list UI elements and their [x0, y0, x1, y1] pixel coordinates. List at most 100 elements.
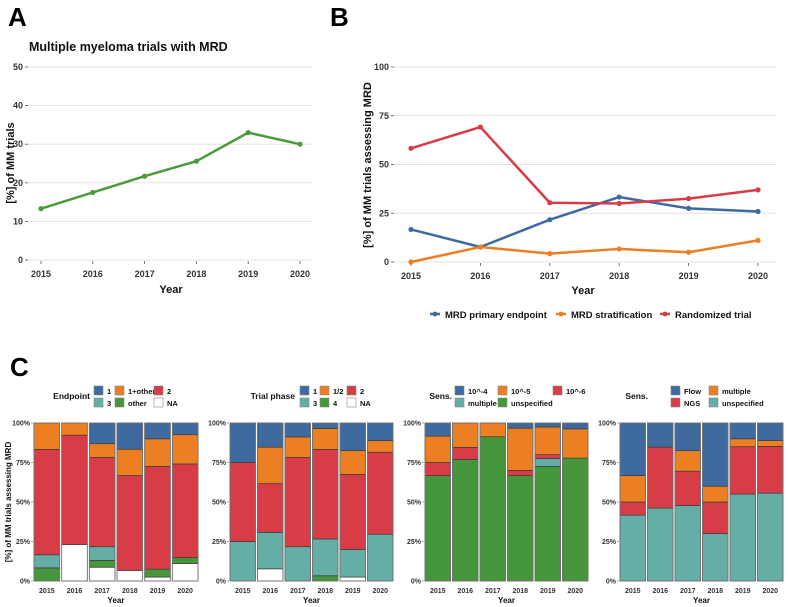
bar-segment: [534, 466, 561, 582]
bar-segment: [424, 475, 451, 582]
bar-outline: [452, 422, 479, 582]
x-tick-label: 2016: [457, 588, 473, 595]
legend-label: 2: [360, 387, 364, 396]
bar-segment: [562, 422, 589, 430]
y-tick-label: 0: [384, 257, 389, 267]
legend-label: MRD stratification: [571, 310, 652, 321]
data-point: [686, 249, 692, 255]
bar-outline: [33, 422, 61, 582]
y-tick-label: 100%: [12, 421, 31, 428]
data-point: [547, 200, 553, 206]
legend-swatch: [114, 397, 125, 408]
legend-swatch: [299, 397, 310, 408]
bar-segment: [144, 466, 171, 570]
data-point: [547, 217, 553, 223]
series-line-mm-trials-with-mrd: [40, 131, 301, 210]
x-tick-label: 2016: [470, 271, 490, 281]
bar-segment: [479, 436, 506, 582]
bar-segment: [116, 570, 144, 582]
legend-swatch: [454, 397, 465, 408]
data-point: [38, 206, 44, 212]
bar-outline: [61, 422, 88, 582]
bar-segment: [367, 422, 394, 441]
bar-segment: [88, 566, 116, 582]
bar-outline: [479, 422, 506, 582]
bar-segment: [257, 446, 284, 485]
x-tick-label: 2015: [31, 269, 51, 279]
bar-segment: [312, 575, 339, 582]
y-tick-label: 0%: [216, 579, 227, 586]
bar-segment: [312, 428, 339, 450]
data-point: [90, 189, 96, 196]
bar-outline: [647, 422, 674, 582]
panel-letter-a: A: [8, 2, 27, 32]
legend-label: 10^-5: [511, 387, 530, 396]
y-tick-label: 50%: [407, 500, 422, 507]
legend-label: other: [128, 399, 147, 408]
bar-segment: [284, 436, 311, 458]
bar-segment: [33, 554, 61, 569]
legend-label: MRD primary endpoint: [445, 310, 548, 321]
bar-segment: [479, 422, 506, 438]
bar-segment: [674, 422, 701, 451]
legend-title: Sens.: [429, 391, 452, 401]
bar-segment: [61, 434, 88, 545]
bar-segment: [619, 514, 646, 582]
y-tick-label: 75%: [407, 460, 422, 467]
bar-outline: [171, 422, 199, 582]
bar-segment: [88, 457, 116, 548]
x-tick-label: 2015: [430, 588, 446, 595]
y-tick-label: 100%: [403, 421, 422, 428]
bar-segment: [452, 446, 479, 460]
legend-swatch: [670, 397, 681, 408]
bar-segment: [229, 422, 256, 463]
data-point: [297, 141, 303, 147]
bar-outline: [534, 422, 561, 582]
legend-label: 3: [313, 399, 317, 408]
y-tick-label: 0%: [606, 579, 617, 586]
legend-label: multiple: [468, 399, 497, 408]
bar-segment: [534, 426, 561, 455]
bar-outline: [619, 422, 646, 582]
x-tick-label: 2017: [540, 271, 560, 281]
data-point: [408, 145, 414, 151]
legend-label: Flow: [684, 387, 701, 396]
bar-segment: [452, 459, 479, 582]
x-axis-label: Year: [303, 596, 320, 605]
x-tick-label: 2018: [707, 588, 723, 595]
panel-b-xlabel: Year: [571, 285, 595, 297]
y-tick-label: 0%: [411, 579, 422, 586]
series-line-mrd-stratification: [410, 239, 759, 264]
bar-segment: [619, 422, 646, 476]
y-tick-label: 30: [13, 139, 23, 149]
y-tick-label: 25: [379, 208, 389, 218]
legend-swatch: [153, 397, 164, 408]
bar-outline: [116, 422, 144, 582]
bar-outline: [729, 422, 756, 582]
x-axis-label: Year: [693, 596, 710, 605]
bar-segment: [647, 446, 674, 509]
x-tick-label: 2017: [94, 588, 110, 595]
bar-segment: [144, 568, 171, 578]
data-point: [686, 196, 692, 202]
x-tick-label: 2019: [735, 588, 751, 595]
bar-segment: [507, 422, 534, 429]
panel-b-legend: MRD primary endpoint MRD stratification Ra…: [430, 310, 752, 321]
x-axis-label: Year: [108, 596, 125, 605]
bar-segment: [116, 422, 144, 450]
panel-letter-b: B: [330, 2, 349, 32]
legend-swatch: [708, 397, 719, 408]
legend-swatch: [93, 397, 104, 408]
bar-segment: [88, 546, 116, 561]
bar-outline: [757, 422, 784, 582]
x-tick-label: 2015: [625, 588, 641, 595]
y-tick-label: 50: [13, 62, 23, 72]
series-line-mrd-primary-endpoint: [410, 195, 759, 249]
bar-segment: [619, 475, 646, 503]
data-point: [408, 226, 414, 233]
bar-segment: [171, 434, 199, 465]
legend-label: 1/2: [333, 387, 343, 396]
data-point: [477, 124, 483, 130]
x-tick-label: 2016: [262, 588, 278, 595]
bar-segment: [729, 446, 756, 495]
